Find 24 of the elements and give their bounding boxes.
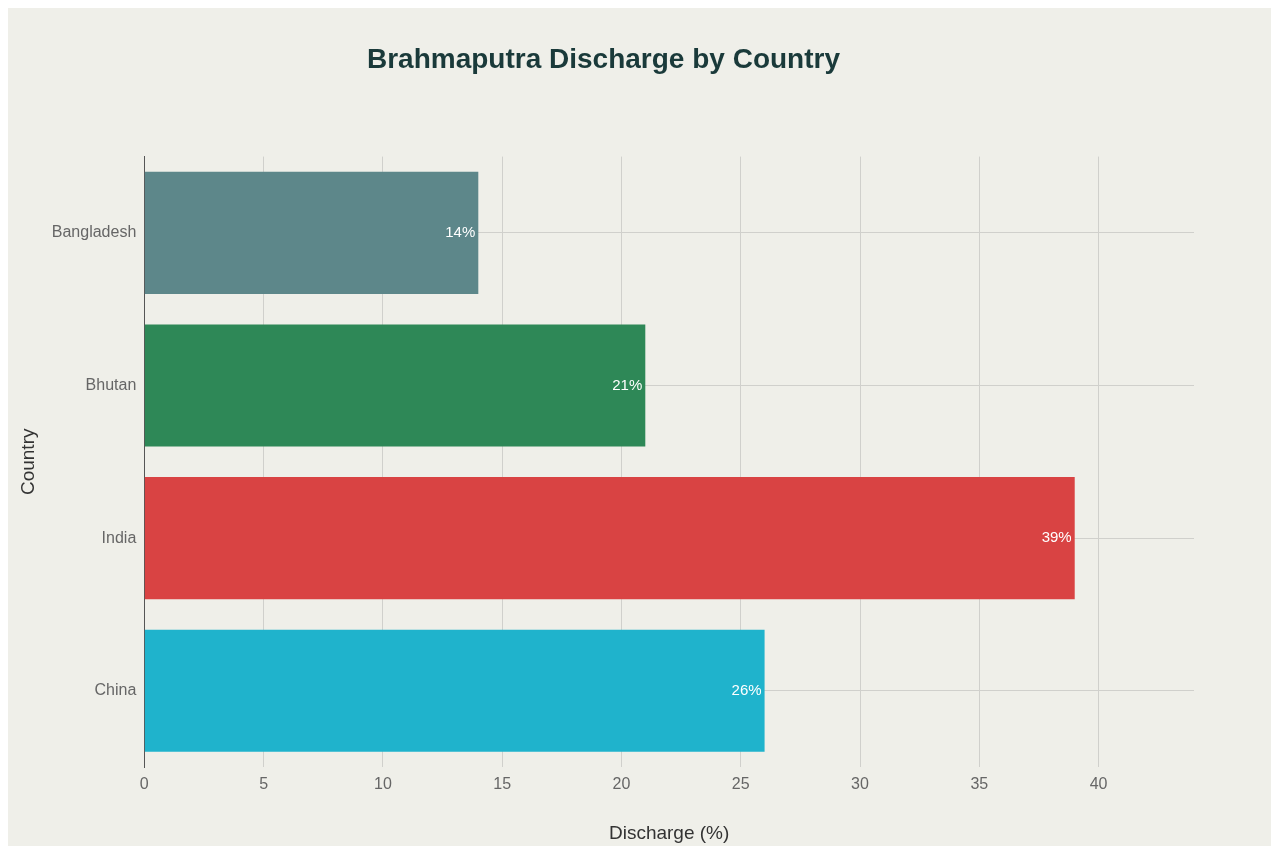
x-tick-label: 5: [259, 775, 269, 793]
y-tick-label: Bangladesh: [51, 223, 137, 241]
x-tick-label: 15: [493, 775, 512, 793]
data-label: 39%: [1041, 528, 1072, 546]
x-tick-label: 0: [139, 775, 149, 793]
x-tick-label: 10: [373, 775, 392, 793]
data-label: 26%: [731, 680, 762, 698]
data-label: 21%: [612, 375, 643, 393]
bar: [144, 324, 646, 447]
y-tick-label: China: [94, 681, 137, 699]
data-label: 14%: [445, 223, 476, 241]
x-tick-label: 25: [731, 775, 750, 793]
y-tick-label: India: [101, 528, 137, 546]
x-tick-label: 20: [612, 775, 631, 793]
chart-title: Brahmaputra Discharge by Country: [367, 42, 841, 74]
x-tick-label: 35: [970, 775, 989, 793]
x-tick-label: 40: [1089, 775, 1108, 793]
bar: [144, 171, 479, 294]
y-axis-title: Country: [16, 428, 38, 496]
x-axis-title: Discharge (%): [608, 821, 730, 843]
y-tick-label: Bhutan: [85, 375, 137, 393]
bar: [144, 629, 765, 752]
x-tick-label: 30: [851, 775, 870, 793]
bar: [144, 477, 1075, 600]
